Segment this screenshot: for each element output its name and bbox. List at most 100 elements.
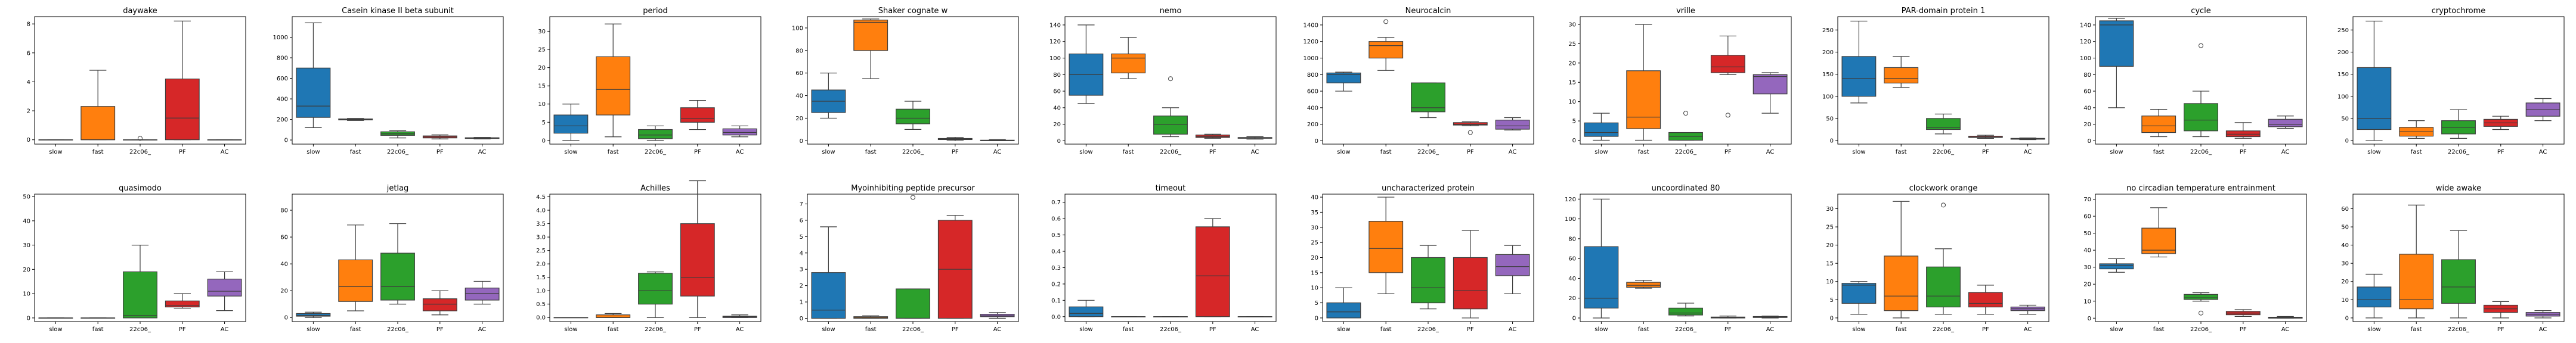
iqr-box [1411,82,1445,113]
box-22c06_ [380,223,415,305]
y-tick-label: 20 [23,267,30,273]
subplot-9: cryptochrome 0 50 100 150 200 250 slow fast 22c06… [2337,7,2565,155]
y-tick-label: 40 [2341,242,2349,249]
x-tick-label: PF [1467,149,1474,155]
y-tick-label: 30 [2341,261,2349,267]
x-tick-label: AC [2539,326,2547,333]
x-tick-label: PF [1724,326,1732,333]
box-PF [680,180,715,318]
x-tick-label: fast [2411,149,2422,155]
x-tick-label: fast [1123,149,1134,155]
outlier-point [911,195,915,200]
x-tick-label: slow [564,326,577,333]
y-tick-label: 0 [2345,138,2349,145]
iqr-box [1841,283,1877,304]
box-22c06_ [2441,230,2476,319]
box-AC [980,139,1015,141]
y-tick-label: 20 [538,65,546,71]
x-tick-label: fast [608,326,619,333]
y-tick-label: 0 [1572,316,1576,322]
iqr-box [2357,67,2392,130]
iqr-box [296,313,331,317]
box-AC [465,137,500,139]
x-tick-label: slow [1594,149,1608,155]
box-AC [207,271,242,311]
y-tick-label: 0.0 [536,315,546,322]
x-tick-label: PF [179,149,186,155]
x-tick-label: fast [1380,149,1392,155]
y-tick-label: 800 [277,55,288,62]
y-tick-label: 30 [2083,264,2091,271]
x-tick-label: fast [865,326,877,333]
x-tick-label: 22c06_ [1417,149,1439,155]
x-tick-label: PF [952,149,959,155]
y-tick-label: 80 [280,208,288,214]
x-tick-label: slow [564,149,577,155]
iqr-box [2099,20,2134,67]
outlier-point [1683,111,1688,116]
box-PF [165,20,200,141]
subplot-title: vrille [1676,7,1695,15]
y-tick-label: 140 [2080,22,2091,29]
box-22c06_ [1668,111,1703,141]
box-slow [38,139,73,141]
y-tick-label: 1 [800,300,803,306]
y-tick-label: 800 [1307,72,1318,79]
x-tick-label: 22c06_ [2448,149,2470,155]
y-tick-label: 15 [538,83,546,90]
y-tick-label: 0 [27,137,30,144]
y-tick-label: 60 [2083,89,2091,95]
subplot-7: PAR-domain protein 1 0 50 100 150 200 250 slow f… [1822,7,2049,155]
subplot-title: Neurocalcin [1405,7,1451,15]
box-22c06_ [2184,292,2218,316]
x-tick-label: PF [179,326,186,333]
x-tick-label: PF [1982,326,1989,333]
x-tick-label: slow [2110,326,2123,333]
x-tick-label: AC [736,149,744,155]
x-tick-label: PF [2240,326,2247,333]
y-tick-label: 20 [1826,242,1834,249]
x-tick-label: 22c06_ [387,149,409,155]
x-tick-label: AC [736,326,744,333]
box-fast [2399,204,2434,319]
iqr-box [896,288,930,319]
y-tick-label: 40 [280,261,288,268]
y-tick-label: 5 [1830,297,1834,304]
box-22c06_ [1926,202,1961,315]
y-tick-label: 15 [1311,270,1318,276]
y-tick-label: 30 [1826,206,1834,213]
box-PF [422,134,457,139]
y-tick-label: 3.5 [536,221,546,227]
iqr-box [1411,257,1445,304]
y-tick-label: 100 [2337,93,2349,100]
box-slow [1584,113,1619,141]
x-tick-label: AC [221,326,229,333]
x-tick-label: PF [1467,326,1474,333]
x-tick-label: PF [952,326,959,333]
iqr-box [638,129,673,139]
iqr-box [980,314,1015,317]
outlier-point [2199,310,2203,316]
iqr-box [680,107,715,123]
y-tick-label: 0.6 [1051,216,1061,223]
iqr-box [80,106,116,141]
iqr-box [422,298,457,311]
y-tick-label: 50 [23,194,30,201]
box-AC [1237,136,1272,140]
box-slow [811,73,846,119]
x-tick-label: 22c06_ [645,149,667,155]
box-slow [2357,20,2392,141]
box-PF [422,290,457,316]
x-tick-label: AC [2281,326,2290,333]
y-tick-label: 80 [1053,72,1061,79]
box-AC [2010,304,2045,315]
iqr-box [1195,226,1230,317]
iqr-box [1626,70,1661,129]
x-tick-label: 22c06_ [1675,326,1697,333]
y-tick-label: 40 [1053,105,1061,111]
outlier-point [1168,76,1173,82]
iqr-box [2268,119,2303,127]
x-tick-label: fast [350,149,361,155]
x-tick-label: AC [1509,149,1517,155]
box-PF [1968,135,2003,139]
